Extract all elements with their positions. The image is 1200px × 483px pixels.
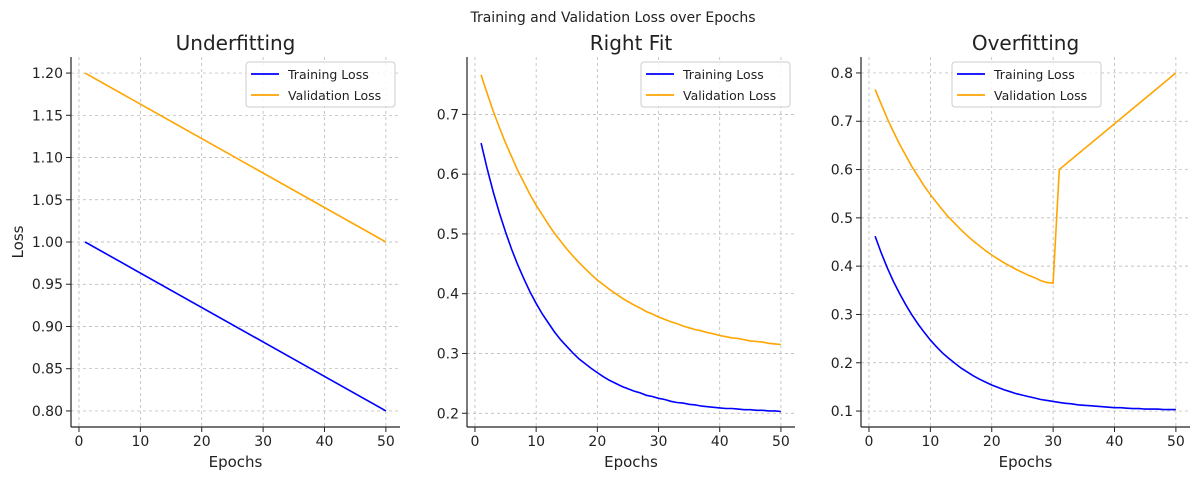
y-tick-label: 0.5 xyxy=(437,227,459,243)
legend-box xyxy=(640,61,791,108)
y-axis-label: Loss xyxy=(9,225,27,258)
x-tick-label: 0 xyxy=(470,434,479,450)
series-line-validation-loss xyxy=(874,72,1177,284)
subplot-title: Right Fit xyxy=(590,31,673,55)
x-axis-label: Epochs xyxy=(209,453,263,471)
y-tick-label: 0.90 xyxy=(32,319,63,335)
x-tick-label: 30 xyxy=(1044,434,1062,450)
y-tick-label: 0.4 xyxy=(831,259,853,275)
x-axis-label: Epochs xyxy=(999,453,1053,471)
x-tick-label: 50 xyxy=(377,434,395,450)
y-tick-label: 0.7 xyxy=(437,107,459,123)
legend-label: Validation Loss xyxy=(994,88,1087,103)
subplot-2: 0 10 20 30 40 50 0.1 0.2 0.3 0.4 0.5 0.6 0.7 0.8 Overf… xyxy=(831,31,1190,471)
series-line-training-loss xyxy=(874,235,1176,411)
legend: Training Loss Validation Loss xyxy=(951,61,1102,108)
y-tick-label: 0.1 xyxy=(831,404,853,420)
y-tick-label: 0.6 xyxy=(437,167,459,183)
y-tick-label: 0.2 xyxy=(437,406,459,422)
x-tick-label: 20 xyxy=(193,434,211,450)
x-axis-label: Epochs xyxy=(604,453,658,471)
x-tick-label: 40 xyxy=(711,434,729,450)
legend-label: Validation Loss xyxy=(288,88,381,103)
subplot-1: 0 10 20 30 40 50 0.2 0.3 0.4 0.5 0.6 0.7 Right Fit Ep… xyxy=(437,31,795,471)
y-tick-label: 0.6 xyxy=(831,163,853,179)
series-line-training-loss xyxy=(480,142,781,413)
x-tick-label: 50 xyxy=(772,434,790,450)
x-tick-label: 30 xyxy=(650,434,668,450)
y-tick-label: 0.85 xyxy=(32,362,63,378)
legend-box xyxy=(245,61,396,108)
x-tick-label: 30 xyxy=(254,434,272,450)
y-tick-label: 1.10 xyxy=(32,151,63,167)
y-tick-label: 0.7 xyxy=(831,114,853,130)
x-tick-label: 40 xyxy=(1106,434,1124,450)
subplot-title: Underfitting xyxy=(176,31,296,55)
legend-box xyxy=(951,61,1102,108)
x-tick-label: 20 xyxy=(983,434,1001,450)
legend-label: Training Loss xyxy=(287,67,369,82)
legend-label: Training Loss xyxy=(993,67,1075,82)
y-tick-label: 1.20 xyxy=(32,66,63,82)
figure-suptitle: Training and Validation Loss over Epochs xyxy=(469,10,755,26)
x-tick-label: 0 xyxy=(75,434,84,450)
legend-label: Validation Loss xyxy=(683,88,776,103)
y-tick-label: 1.00 xyxy=(32,235,63,251)
y-tick-label: 0.80 xyxy=(32,404,63,420)
x-tick-label: 50 xyxy=(1167,434,1185,450)
subplot-0: 0 10 20 30 40 50 0.80 0.85 0.90 0.95 1.00 1.05 1.10 1… xyxy=(9,31,400,471)
y-tick-label: 0.3 xyxy=(437,346,459,362)
series-line-validation-loss xyxy=(84,72,387,243)
x-tick-label: 20 xyxy=(588,434,606,450)
series-line-validation-loss xyxy=(480,74,781,346)
y-tick-label: 0.95 xyxy=(32,277,63,293)
y-tick-label: 0.8 xyxy=(831,66,853,82)
x-tick-label: 10 xyxy=(131,434,149,450)
subplot-title: Overfitting xyxy=(972,31,1079,55)
x-tick-label: 0 xyxy=(865,434,874,450)
legend: Training Loss Validation Loss xyxy=(640,61,791,108)
y-tick-label: 0.4 xyxy=(437,287,459,303)
y-tick-label: 1.05 xyxy=(32,193,63,209)
y-tick-label: 0.5 xyxy=(831,211,853,227)
x-tick-label: 10 xyxy=(527,434,545,450)
legend-label: Training Loss xyxy=(682,67,764,82)
y-tick-label: 0.2 xyxy=(831,356,853,372)
x-tick-label: 10 xyxy=(921,434,939,450)
legend: Training Loss Validation Loss xyxy=(245,61,396,108)
y-tick-label: 1.15 xyxy=(32,108,63,124)
x-tick-label: 40 xyxy=(316,434,334,450)
y-tick-label: 0.3 xyxy=(831,307,853,323)
series-line-training-loss xyxy=(84,241,387,412)
